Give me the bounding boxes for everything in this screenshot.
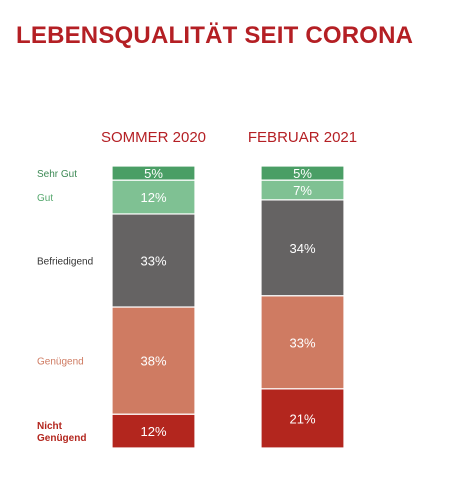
legend-label-gut: Gut <box>37 193 53 204</box>
data-label-befriedigend-februar-2021: 34% <box>289 241 315 256</box>
data-label-genugend-februar-2021: 33% <box>289 335 315 350</box>
legend-label-genugend: Genügend <box>37 357 84 368</box>
data-label-gut-februar-2021: 7% <box>293 183 312 198</box>
data-label-gut-sommer-2020: 12% <box>140 190 166 205</box>
column-header-sommer-2020: SOMMER 2020 <box>101 129 206 146</box>
bar-segment-gut-sommer-2020 <box>111 179 196 215</box>
legend-label-befriedigend: Befriedigend <box>37 256 93 267</box>
bar-segment-nicht-genugend-sommer-2020 <box>111 413 196 449</box>
chart-title: LEBENSQUALITÄT SEIT CORONA <box>16 22 414 49</box>
data-label-sehr-gut-februar-2021: 5% <box>293 166 312 181</box>
data-label-nicht-genugend-sommer-2020: 12% <box>140 424 166 439</box>
data-label-nicht-genugend-februar-2021: 21% <box>289 411 315 426</box>
bar-segment-befriedigend-sommer-2020 <box>111 213 196 308</box>
data-label-sehr-gut-sommer-2020: 5% <box>144 166 163 181</box>
legend-label-nicht-genugend: Nicht Genügend <box>37 421 86 444</box>
bar-segment-sehr-gut-sommer-2020 <box>111 165 196 181</box>
bar-segment-nicht-genugend-februar-2021 <box>260 388 345 449</box>
column-header-februar-2021: FEBRUAR 2021 <box>248 129 357 146</box>
legend-label-sehr-gut: Sehr Gut <box>37 169 77 180</box>
bar-segment-genugend-februar-2021 <box>260 295 345 390</box>
data-label-genugend-sommer-2020: 38% <box>140 354 166 369</box>
data-label-befriedigend-sommer-2020: 33% <box>140 253 166 268</box>
bar-segment-sehr-gut-februar-2021 <box>260 165 345 181</box>
bar-segment-befriedigend-februar-2021 <box>260 199 345 297</box>
